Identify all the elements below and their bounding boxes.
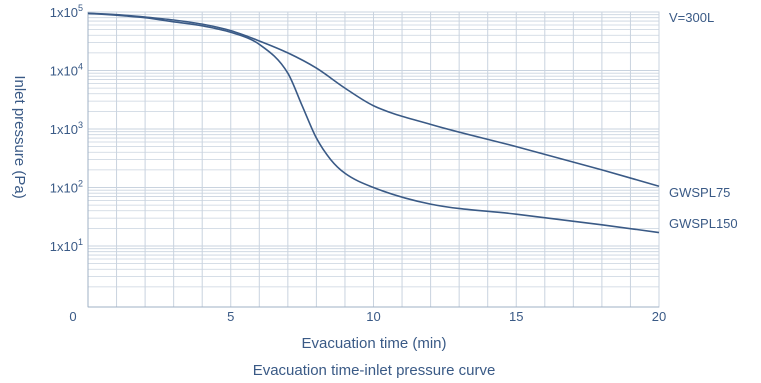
series-label-gwspl75: GWSPL75 <box>669 185 730 200</box>
x-tick-label: 20 <box>652 309 666 324</box>
series-line-gwspl150 <box>87 12 660 234</box>
x-axis-label: Evacuation time (min) <box>301 335 446 352</box>
x-tick-label: 15 <box>509 309 523 324</box>
y-tick-label: 1x102 <box>50 179 83 196</box>
y-tick-labels: 1x105 1x104 1x103 1x102 1x101 <box>50 3 83 254</box>
chart-title: Evacuation time-inlet pressure curve <box>253 362 496 379</box>
x-tick-label: 10 <box>366 309 380 324</box>
grid <box>88 12 659 307</box>
series-lines <box>87 12 660 234</box>
series-label-gwspl150: GWSPL150 <box>669 216 738 231</box>
y-tick-label: 1x103 <box>50 120 83 137</box>
x-tick-label: 0 <box>69 309 76 324</box>
x-tick-label: 5 <box>227 309 234 324</box>
annotation-volume: V=300L <box>669 10 714 25</box>
series-line-gwspl75 <box>87 12 660 188</box>
plot-frame <box>87 11 660 308</box>
y-tick-label: 1x105 <box>50 3 83 20</box>
y-tick-label: 1x101 <box>50 237 83 254</box>
y-tick-label: 1x104 <box>50 62 83 79</box>
x-tick-labels: 0 5 10 15 20 <box>69 309 666 324</box>
y-axis-label: Inlet pressure (Pa) <box>11 75 28 198</box>
